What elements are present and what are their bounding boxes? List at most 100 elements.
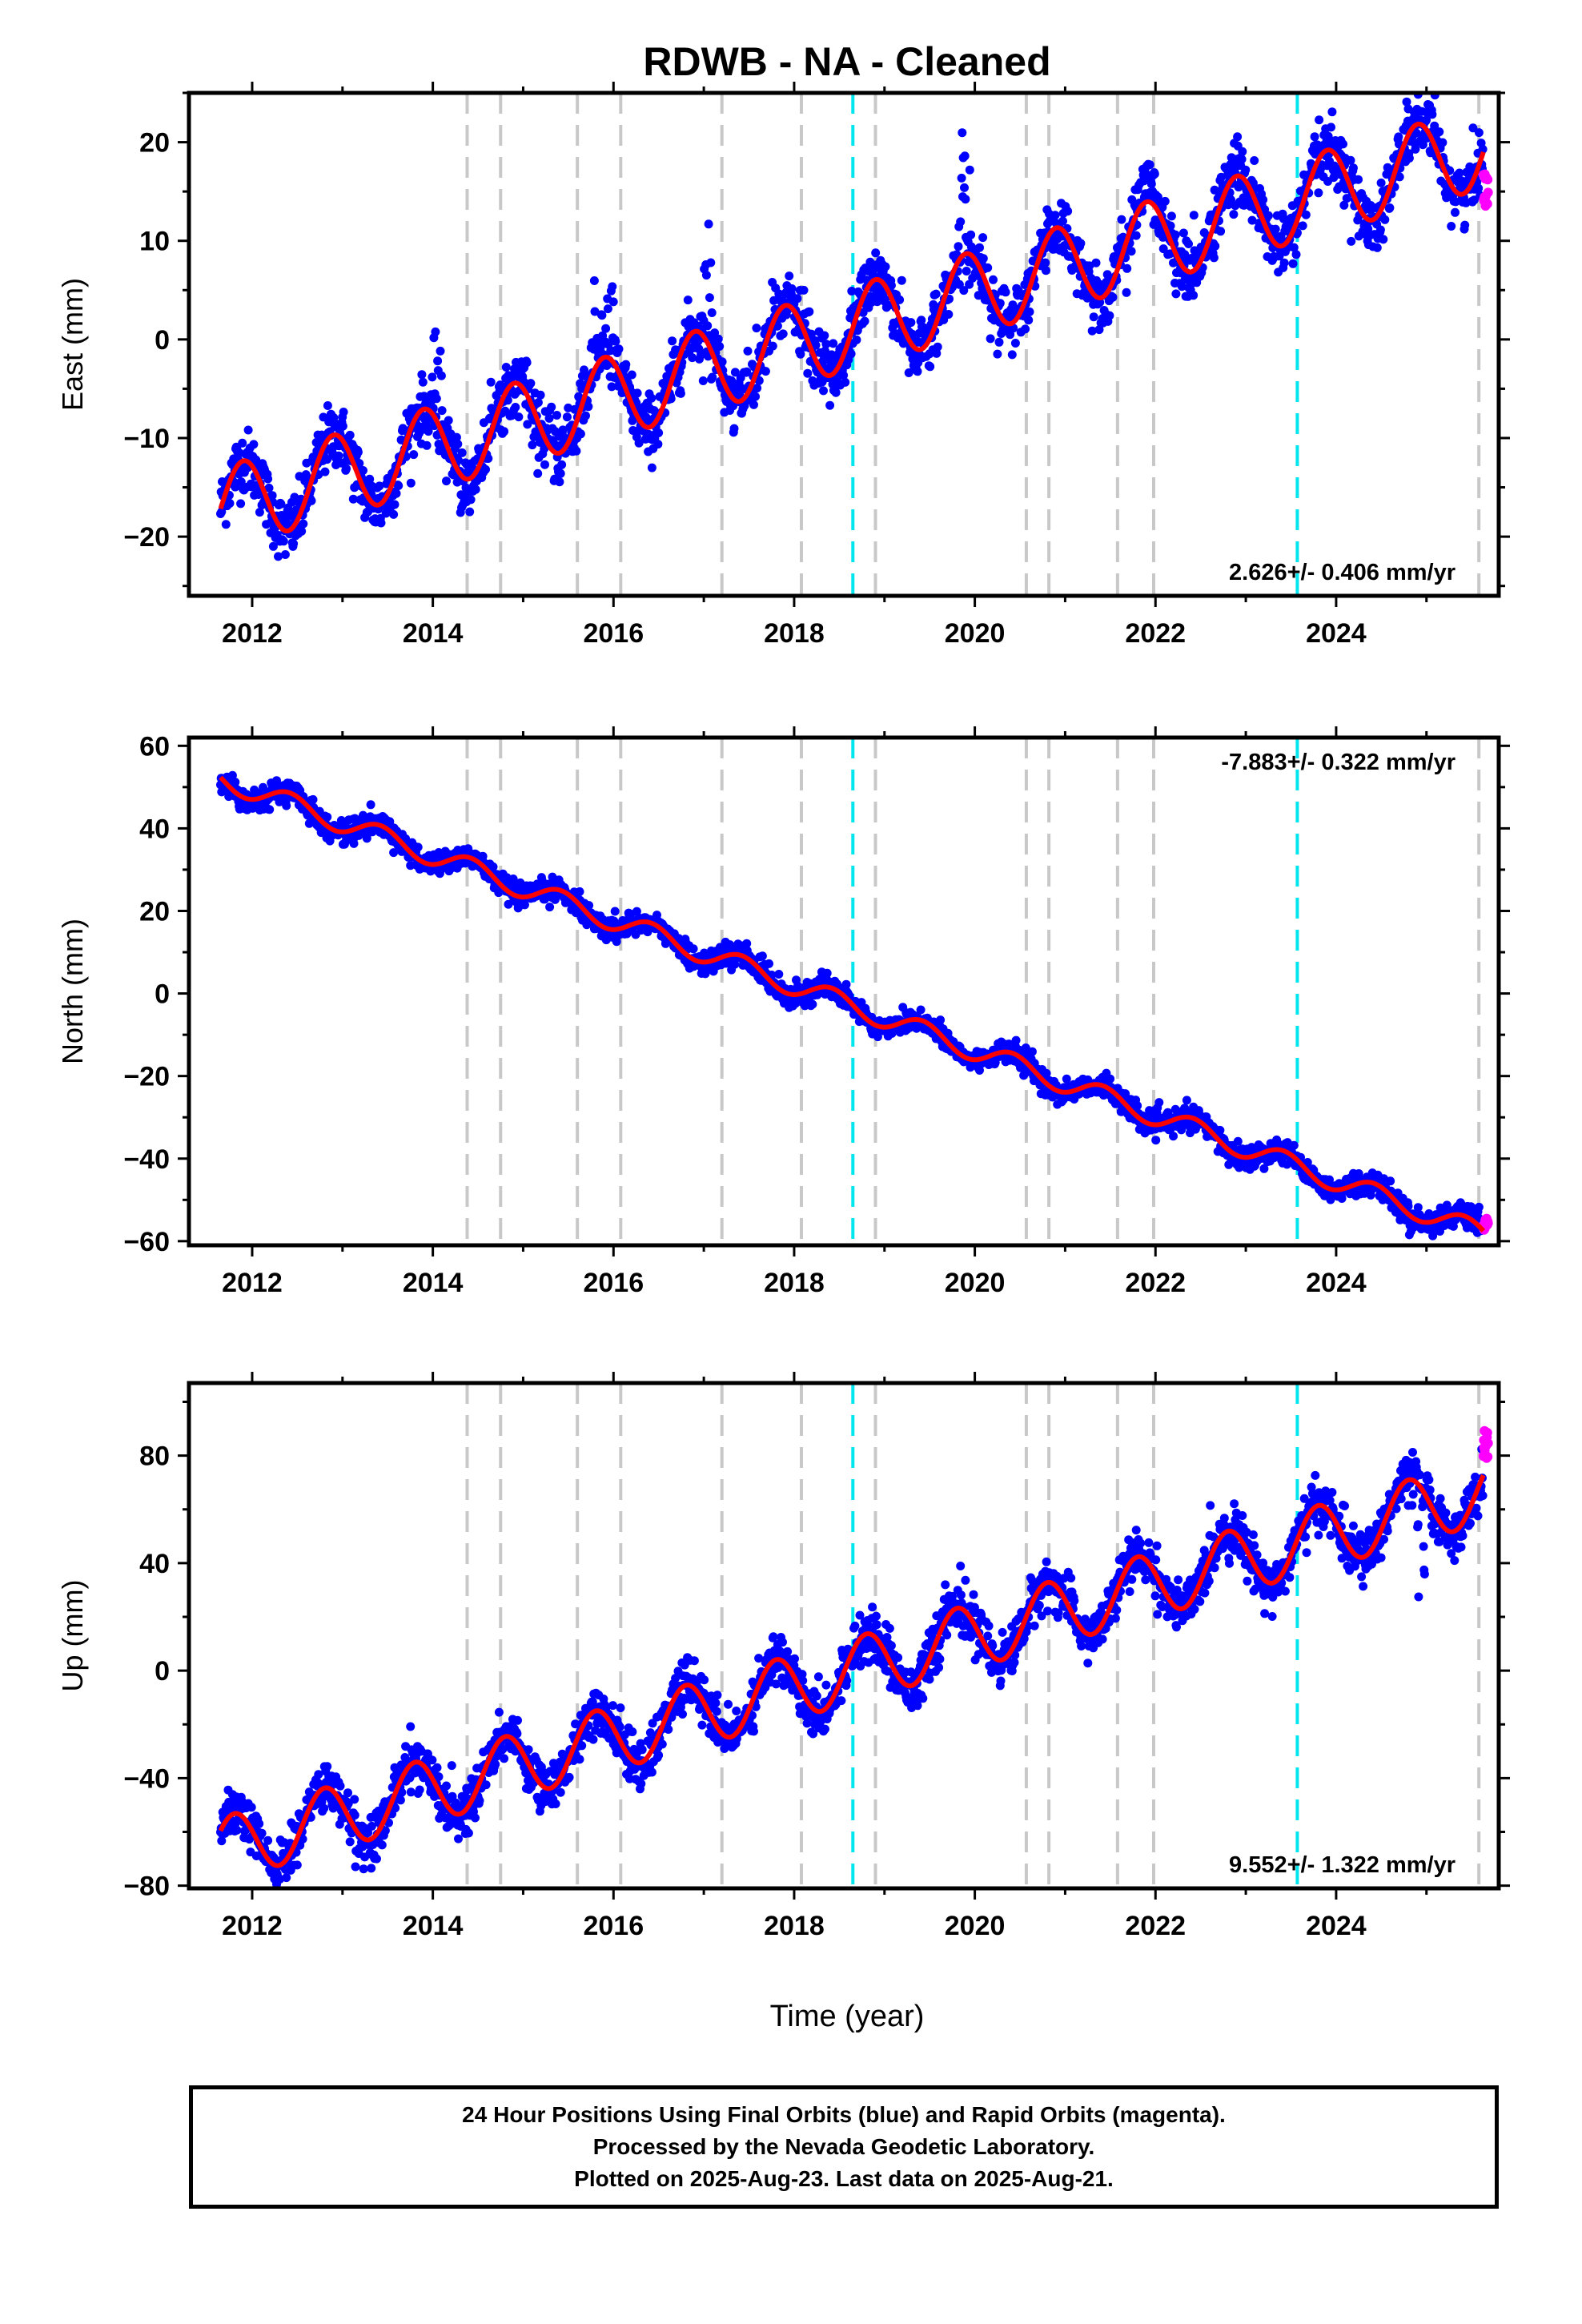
data-point	[264, 483, 274, 493]
data-point	[1337, 1194, 1347, 1203]
data-point	[743, 346, 753, 356]
data-point	[841, 979, 851, 989]
data-point	[437, 406, 447, 416]
data-point	[366, 800, 375, 810]
data-point	[1094, 325, 1104, 335]
data-point	[807, 329, 816, 339]
data-point	[1189, 211, 1199, 220]
data-point	[1259, 195, 1268, 204]
data-point	[496, 380, 505, 390]
data-point	[607, 382, 616, 392]
data-point	[320, 467, 330, 476]
data-point	[555, 477, 564, 487]
data-point	[785, 271, 794, 281]
data-point	[1385, 203, 1395, 212]
data-point	[1177, 282, 1186, 292]
data-point	[1177, 1125, 1186, 1135]
data-point	[1153, 192, 1162, 202]
data-point	[581, 411, 590, 420]
data-point	[552, 411, 561, 420]
data-point	[846, 349, 856, 359]
y-tick-label: −10	[123, 424, 170, 454]
data-point	[471, 485, 480, 494]
data-point	[752, 324, 761, 333]
data-point	[217, 1836, 227, 1846]
data-point	[432, 394, 441, 404]
data-point	[540, 460, 549, 469]
data-point	[825, 400, 835, 410]
data-point	[698, 376, 708, 385]
data-point	[881, 262, 890, 271]
data-point	[282, 801, 291, 810]
data-point	[1105, 311, 1114, 320]
data-point	[787, 284, 797, 293]
data-point	[1122, 287, 1131, 297]
data-point	[1247, 215, 1257, 225]
data-point	[614, 344, 624, 354]
data-point	[428, 372, 437, 382]
data-point	[907, 329, 917, 339]
data-point	[1166, 221, 1175, 231]
data-point	[236, 499, 246, 509]
model-fit-line	[219, 775, 1486, 1232]
data-point	[508, 875, 518, 883]
data-point	[274, 552, 283, 561]
data-point	[960, 151, 970, 161]
data-point	[1289, 243, 1299, 252]
x-tick-label: 2016	[583, 618, 644, 649]
data-point	[653, 440, 663, 449]
data-point	[1050, 211, 1060, 220]
data-point	[774, 970, 784, 979]
data-point	[1411, 144, 1420, 154]
data-point	[336, 816, 346, 825]
data-point	[958, 128, 967, 138]
y-axis-label: North (mm)	[56, 919, 89, 1064]
data-point	[1347, 236, 1356, 246]
data-point	[572, 446, 581, 456]
data-point	[1288, 259, 1298, 268]
data-point	[389, 509, 399, 519]
data-point	[589, 276, 599, 285]
data-point	[933, 342, 942, 352]
data-point	[1224, 1160, 1234, 1169]
data-point	[1102, 270, 1112, 279]
east-panel: 2012 2014 2016 2018 2020 2022 202420100−10−20E…	[56, 82, 1510, 649]
data-point	[799, 285, 809, 295]
data-point	[232, 1825, 242, 1835]
data-point	[742, 367, 752, 376]
data-point	[860, 316, 869, 326]
data-point	[1209, 253, 1219, 263]
data-point	[895, 295, 905, 304]
data-point	[1430, 121, 1439, 131]
data-point	[1122, 263, 1132, 273]
data-point	[1478, 144, 1488, 154]
y-tick-label: 0	[155, 325, 170, 356]
data-point	[1042, 1068, 1051, 1078]
data-point	[689, 944, 698, 954]
data-point	[576, 429, 585, 439]
north-panel: 2012 2014 2016 2018 2020 2022 20246040200−20−4…	[56, 726, 1510, 1298]
data-point	[308, 794, 318, 804]
data-point	[488, 862, 498, 871]
data-point	[822, 968, 832, 978]
x-tick-label: 2020	[945, 618, 1006, 649]
data-point	[526, 379, 536, 388]
data-point	[375, 481, 384, 491]
data-point	[558, 425, 568, 435]
data-point	[1394, 132, 1403, 142]
data-point	[511, 403, 520, 412]
data-point	[282, 1873, 291, 1883]
data-point	[1146, 179, 1156, 189]
data-point	[1474, 183, 1484, 193]
data-point	[819, 386, 828, 396]
data-point	[1438, 138, 1447, 147]
data-point	[424, 427, 433, 436]
data-point	[803, 368, 813, 378]
data-point	[557, 460, 567, 469]
plot-frame	[187, 735, 1501, 1248]
data-point	[1182, 1096, 1191, 1105]
data-point	[1363, 224, 1373, 234]
data-point	[592, 338, 602, 348]
data-point	[742, 939, 752, 948]
